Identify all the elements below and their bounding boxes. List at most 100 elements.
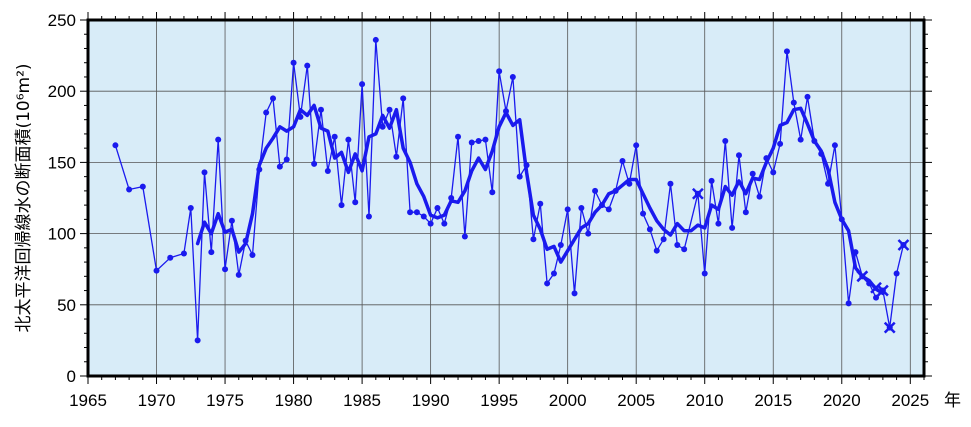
data-point-90 [770,169,777,176]
data-point-78 [681,246,688,253]
data-point-61 [564,206,571,213]
x-tick-label-2015: 2015 [754,391,792,410]
data-point-47 [468,139,475,146]
data-point-34 [379,123,386,130]
data-point-91 [777,140,784,147]
data-point-1 [126,186,133,193]
x-tick-label-1975: 1975 [206,391,244,410]
series-smoothed-line [195,103,885,296]
y-axis-label-group: 北太平洋回帰線水の断面積(10⁶m²) [14,63,34,332]
data-point-83 [722,138,729,145]
y-tick-label-50: 50 [57,296,76,315]
x-tick-label-1990: 1990 [412,391,450,410]
data-point-67 [605,206,612,213]
x-tick-label-1965: 1965 [69,391,107,410]
data-point-99 [831,142,838,149]
series-smoothed [195,103,885,296]
data-point-12 [228,217,235,224]
data-point-92 [783,48,790,55]
x-tick-label-1995: 1995 [480,391,518,410]
cross-marker-stroke-b [897,239,910,251]
data-point-93 [790,99,797,106]
plot-frame [86,18,926,378]
series-thin [112,36,907,344]
data-point-58 [544,280,551,287]
data-point-6 [187,204,194,211]
data-point-32 [365,213,372,220]
data-point-38 [407,209,414,216]
data-point-42 [434,204,441,211]
x-axis: 1965 1970 1975 1980 1985 1990 1995 2000 2005 2010… [69,12,929,410]
data-point-80 [701,270,708,277]
data-point-56 [530,236,537,243]
data-point-95 [804,93,811,100]
data-point-41 [427,220,434,227]
y-axis-label-text: 北太平洋回帰線水の断面積 [14,129,34,333]
data-point-57 [537,200,544,207]
data-point-40 [420,213,427,220]
data-point-74 [653,247,660,254]
data-point-23 [304,62,311,69]
data-point-26 [324,167,331,174]
data-point-81 [708,177,715,184]
data-point-9 [208,249,215,256]
data-point-8 [201,169,208,176]
cross-marker-1 [856,270,869,283]
data-point-11 [222,266,229,273]
y-tick-label-100: 100 [48,225,76,244]
data-point-87 [749,170,756,177]
data-point-21 [290,59,297,66]
x-tick-label-2020: 2020 [823,391,861,410]
y-tick-label-250: 250 [48,11,76,30]
y-axis: 0 50 100 150 200 250 [48,11,932,386]
data-point-49 [482,136,489,143]
data-point-33 [372,36,379,43]
x-tick-label-2000: 2000 [549,391,587,410]
data-point-24 [311,160,318,167]
cross-marker-5 [897,239,910,251]
data-point-30 [352,199,359,206]
x-tick-label-1980: 1980 [275,391,313,410]
data-point-54 [516,173,523,180]
y-tick-label-200: 200 [48,82,76,101]
data-point-82 [715,220,722,227]
data-point-18 [270,95,277,102]
data-point-73 [646,226,653,233]
data-point-31 [359,81,366,88]
data-point-25 [317,106,324,113]
data-point-53 [509,73,516,80]
data-point-20 [283,156,290,163]
data-point-29 [345,136,352,143]
x-tick-label-2010: 2010 [686,391,724,410]
data-point-76 [667,180,674,187]
data-point-105 [873,294,880,301]
data-point-36 [393,153,400,160]
cross-marker-2 [870,281,882,294]
cross-marker-stroke-b [870,281,882,294]
y-tick-label-150: 150 [48,153,76,172]
x-tick-label-2025: 2025 [891,391,929,410]
x-axis-unit: 年 [944,391,961,411]
cross-marker-4 [883,321,896,334]
data-point-50 [489,189,496,196]
y-axis-label-unit: (10⁶m²) [14,63,34,128]
data-point-15 [249,251,256,258]
data-point-7 [194,337,201,344]
data-point-75 [660,236,667,243]
data-point-63 [578,204,585,211]
data-point-4 [167,254,174,261]
data-point-39 [413,209,420,216]
y-tick-label-0: 0 [67,367,76,386]
data-point-101 [845,300,852,307]
x-tick-label-1985: 1985 [343,391,381,410]
series-thin-line [114,39,905,342]
cross-marker-0 [691,187,704,200]
data-point-72 [640,210,647,217]
cross-marker-3 [877,284,889,297]
data-point-88 [756,193,763,200]
data-point-45 [455,133,462,140]
data-point-62 [571,290,578,297]
data-point-2 [139,183,146,190]
data-point-19 [276,163,283,170]
data-point-77 [674,241,681,248]
